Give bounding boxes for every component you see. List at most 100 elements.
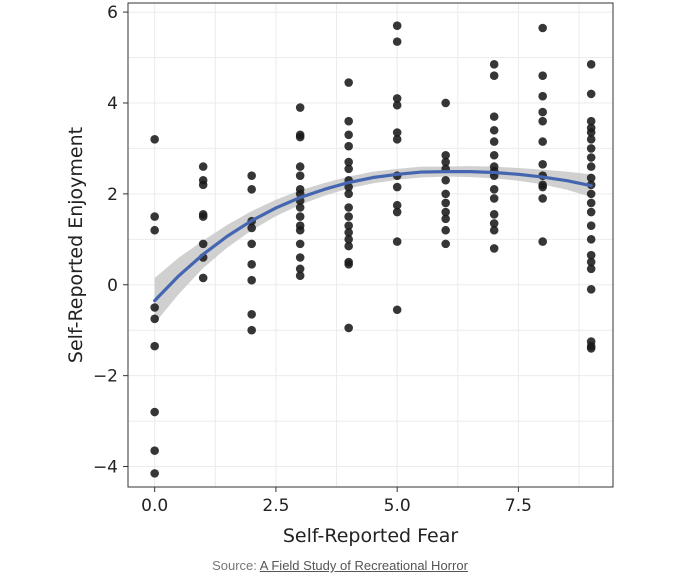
data-point [538,137,547,146]
data-point [150,135,159,144]
source-caption: Source: A Field Study of Recreational Ho… [0,558,680,573]
data-point [295,271,305,280]
data-point [344,228,353,237]
data-point [150,341,159,351]
source-link[interactable]: A Field Study of Recreational Horror [259,558,468,573]
y-tick-label: 6 [107,3,118,23]
data-point [247,185,256,194]
data-point [586,344,596,353]
data-point [344,221,353,230]
data-point [538,116,547,126]
data-point [392,182,402,192]
y-tick-label: −2 [93,367,118,387]
data-point [441,225,450,235]
data-point [295,103,305,112]
data-point [586,144,596,153]
grid [128,3,613,487]
data-point [586,250,596,260]
plot-frame [127,2,614,488]
x-tick-label: 0.0 [141,496,168,516]
data-point [392,100,402,110]
data-point [538,91,547,101]
axes: 0.0 2.5 5.0 7.5 −4 −2 0 2 4 6 [93,3,532,516]
data-point [150,407,159,417]
data-point [344,260,353,269]
data-point [150,212,159,221]
x-tick-label: 5.0 [384,496,411,516]
data-point [441,198,450,208]
data-point [295,264,305,274]
data-point [441,150,450,160]
data-point [441,175,450,185]
data-points [150,21,596,478]
data-point [441,157,450,167]
data-point [392,21,402,31]
confidence-band-group [154,166,592,324]
data-point [295,253,305,262]
y-tick-label: 4 [107,94,118,114]
x-axis-label: Self-Reported Fear [283,525,459,547]
data-point [247,325,256,335]
data-point [586,221,596,230]
x-tick-label: 2.5 [262,496,289,516]
data-point [247,260,256,269]
data-point [295,225,305,235]
data-point [392,200,402,210]
data-point [247,275,256,285]
data-point [586,189,596,199]
data-point [586,198,596,208]
data-point [344,141,353,151]
data-point [538,107,547,117]
data-point [489,210,499,219]
data-point [586,116,596,126]
data-point [586,173,596,183]
data-point [150,469,159,478]
data-point [538,23,547,33]
data-point [392,135,402,144]
y-tick-label: −4 [93,458,118,478]
data-point [538,160,547,169]
data-point [344,235,353,244]
data-point [344,212,353,221]
data-point [247,223,256,233]
data-point [295,132,305,142]
data-point [344,116,353,126]
data-point [344,323,353,333]
data-point [295,212,305,221]
data-point [247,310,256,319]
data-point [441,239,450,249]
data-point [538,182,547,192]
data-point [295,203,305,212]
data-point [586,135,596,144]
data-point [295,162,305,171]
data-point [586,285,596,294]
data-point [295,239,305,249]
data-point [586,128,596,137]
y-axis-label: Self-Reported Enjoyment [65,127,87,363]
data-point [198,212,208,221]
y-tick-label: 0 [107,276,118,296]
data-point [489,71,499,81]
data-point [489,244,499,253]
data-point [586,207,596,217]
data-point [344,164,353,174]
y-tick-label: 2 [107,185,118,205]
data-point [586,264,596,274]
data-point [344,189,353,199]
data-point [392,37,402,46]
data-point [441,98,450,108]
data-point [198,162,208,171]
data-point [247,171,256,180]
data-point [198,239,208,249]
data-point [344,182,353,192]
data-point [150,446,159,455]
data-point [441,189,450,199]
data-point [392,237,402,246]
source-prefix: Source: [212,558,260,573]
data-point [586,162,596,171]
data-point [586,60,596,69]
data-point [295,171,305,180]
data-point [344,241,353,251]
data-point [489,60,499,69]
data-point [150,314,159,324]
